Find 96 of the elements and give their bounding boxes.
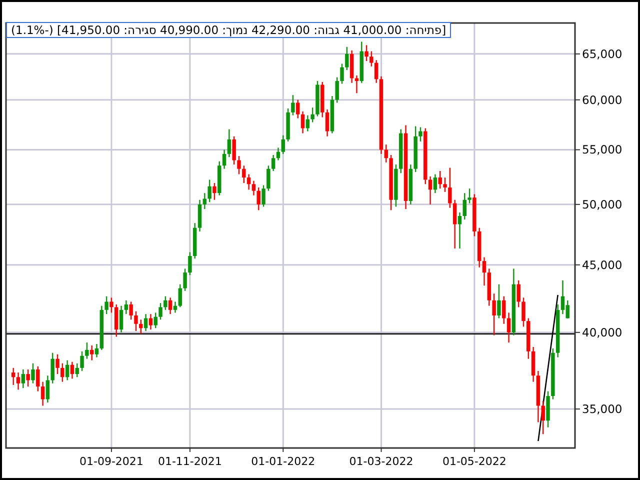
candlestick: [468, 188, 472, 204]
candlestick: [144, 313, 148, 332]
candlestick: [178, 284, 182, 308]
candlestick: [364, 44, 368, 62]
y-tick-label: 55,000: [582, 142, 622, 157]
candlestick: [296, 99, 300, 119]
candlestick: [418, 126, 422, 142]
candlestick: [335, 76, 339, 104]
candlestick: [458, 212, 462, 250]
candlestick: [345, 46, 349, 71]
candlestick: [26, 368, 30, 388]
candlestick: [164, 296, 168, 311]
candlestick: [36, 366, 40, 392]
candlestick: [40, 381, 45, 406]
candlestick: [183, 268, 187, 292]
candlestick: [384, 144, 388, 163]
candlestick: [300, 110, 305, 134]
y-tick-label: 35,000: [582, 402, 622, 416]
candlestick: [90, 344, 94, 361]
candlestick: [60, 362, 64, 382]
candlestick: [246, 174, 251, 190]
candlestick: [158, 302, 162, 320]
candlestick: [114, 304, 118, 338]
candlestick: [516, 280, 520, 308]
candlestick: [462, 192, 466, 220]
candlestick: [340, 63, 344, 84]
candlestick: [104, 296, 108, 315]
candlestick: [168, 297, 172, 315]
annotation: [פתיחה: 41,000.00 גבוה: 42,290.00 נמוך: 40,990.00 סגירה: 41,950.00] (-1.1%): [6, 22, 452, 38]
candlestick: [21, 368, 26, 389]
y-tick-label: 60,000: [582, 92, 622, 107]
candlestick: [222, 149, 226, 170]
candlestick: [208, 179, 212, 203]
candlestick: [31, 362, 35, 384]
candlestick: [266, 165, 270, 192]
candlestick: [16, 372, 20, 390]
candlestick: [232, 136, 236, 166]
candlestick: [452, 199, 457, 250]
candlestick: [502, 296, 506, 324]
candlestick: [198, 199, 202, 232]
candlestick: [281, 134, 286, 155]
x-tick-label: 01-11-2021: [158, 455, 222, 468]
candlestick: [212, 182, 216, 200]
y-tick-label: 65,000: [582, 46, 622, 61]
candlestick: [56, 354, 60, 375]
y-tick-label: 40,000: [582, 325, 622, 340]
candlestick: [110, 297, 114, 314]
candlestick: [85, 342, 89, 360]
candlestick: [370, 50, 374, 68]
candlestick: [522, 297, 526, 328]
y-tick-label: 45,000: [582, 258, 622, 272]
candlestick: [291, 94, 295, 116]
candlestick: [148, 313, 153, 330]
candlestick: [433, 174, 438, 194]
candlestick: [310, 106, 314, 123]
candlestick: [139, 319, 143, 334]
candlestick: [492, 293, 496, 336]
candlestick: [271, 154, 276, 172]
x-tick-label: 01-09-2021: [79, 455, 144, 468]
candlestick: [482, 256, 486, 286]
candlestick: [325, 108, 330, 137]
candlestick: [188, 252, 192, 276]
candlestick: [65, 360, 70, 381]
candlestick: [306, 114, 310, 132]
candlestick: [242, 165, 246, 184]
candlestick: [50, 352, 54, 384]
x-tick-label: 01-01-2022: [251, 455, 316, 468]
candlestick: [134, 310, 138, 332]
x-tick-label: 01-03-2022: [349, 455, 414, 468]
candlestick: [75, 362, 79, 378]
candlestick: [374, 60, 378, 84]
candlestick: [70, 361, 74, 380]
candlestick: [119, 305, 124, 334]
candlestick: [80, 350, 84, 372]
candlestick: [256, 186, 260, 211]
candlestick: [237, 155, 241, 175]
x-tick-label: 01-05-2022: [442, 455, 506, 468]
candlestick: [202, 192, 207, 210]
candlestick: [428, 176, 432, 206]
candlestick: [252, 180, 256, 196]
candlestick: [497, 284, 501, 319]
candlestick: [541, 400, 545, 435]
candlestick: [506, 312, 511, 344]
candlestick: [262, 184, 266, 208]
candlestick: [129, 301, 133, 320]
candlestick: [46, 374, 50, 404]
candlestick: [438, 170, 442, 190]
candlestick: [448, 167, 452, 208]
candlestick: [154, 312, 158, 329]
candlestick: [173, 301, 178, 314]
candlestick: [11, 367, 16, 386]
candlestick: [94, 343, 99, 358]
candlestick: [124, 300, 128, 315]
candlestick: [443, 176, 447, 193]
candlestick: [227, 128, 232, 158]
y-tick-label: 50,000: [582, 197, 622, 212]
